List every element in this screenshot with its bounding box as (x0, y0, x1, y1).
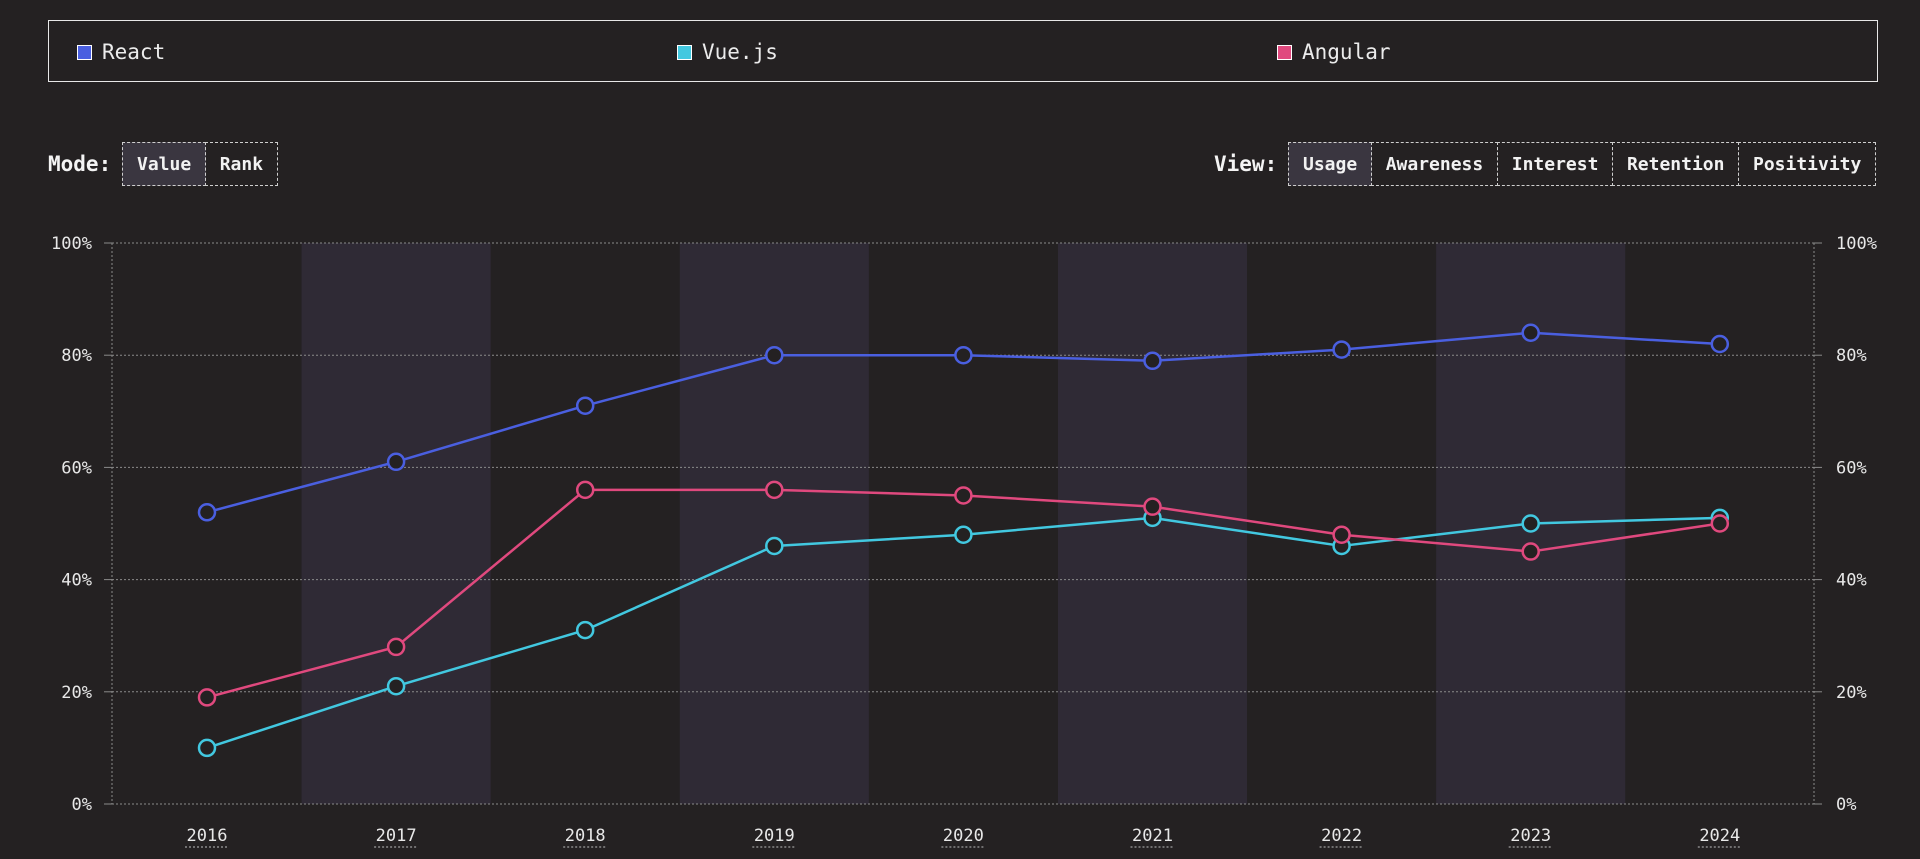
data-point-react (386, 452, 406, 472)
data-point-angular (386, 637, 406, 657)
data-point-angular (954, 486, 973, 505)
legend-swatch (677, 44, 692, 60)
data-point-angular (197, 688, 217, 707)
x-tick-label: 2017 (376, 826, 417, 846)
x-tick-label: 2021 (1132, 826, 1173, 846)
view-option-usage[interactable]: Usage (1288, 142, 1373, 186)
view-option-interest[interactable]: Interest (1496, 142, 1614, 186)
data-point-react (1332, 340, 1351, 359)
x-tick-label: 2018 (565, 826, 606, 846)
data-point-react (197, 503, 217, 522)
y-tick-label-left: 0% (72, 795, 92, 815)
legend-item-angular[interactable]: Angular (1277, 21, 1391, 83)
data-point-angular (1521, 542, 1540, 561)
view-option-awareness[interactable]: Awareness (1370, 142, 1499, 186)
view-option-positivity[interactable]: Positivity (1737, 142, 1877, 186)
y-tick-label-right: 80% (1836, 346, 1867, 366)
legend-swatch (77, 44, 92, 60)
y-tick-label-right: 20% (1836, 683, 1867, 703)
data-point-vue-js (954, 525, 973, 544)
y-tick-label-left: 100% (51, 234, 92, 254)
data-point-angular (1143, 497, 1162, 516)
y-tick-label-left: 60% (61, 458, 92, 478)
y-tick-label-right: 60% (1836, 458, 1867, 478)
data-point-angular (1332, 525, 1351, 544)
data-point-react (1143, 351, 1162, 371)
y-tick-label-right: 0% (1836, 795, 1856, 815)
y-tick-label-left: 40% (61, 571, 92, 591)
mode-label: Mode: (48, 152, 112, 176)
data-point-vue-js (386, 676, 406, 696)
mode-option-rank[interactable]: Rank (204, 142, 279, 186)
data-point-vue-js (575, 620, 595, 640)
legend-label: Angular (1302, 40, 1391, 64)
data-point-vue-js (197, 738, 217, 758)
legend: React Vue.js Angular (48, 20, 1878, 82)
y-tick-label-left: 20% (61, 683, 92, 703)
y-tick-label-right: 100% (1836, 234, 1877, 254)
y-tick-label-right: 40% (1836, 571, 1867, 591)
y-tick-label-left: 80% (61, 346, 92, 366)
data-point-angular (765, 480, 784, 500)
x-tick-label: 2019 (754, 826, 795, 846)
column-band (679, 243, 869, 804)
x-tick-label: 2020 (943, 826, 984, 846)
mode-option-value[interactable]: Value (122, 142, 207, 186)
column-band (301, 243, 491, 804)
data-point-react (1710, 334, 1730, 354)
legend-item-vue-js[interactable]: Vue.js (677, 21, 778, 83)
x-tick-label: 2024 (1699, 826, 1740, 846)
x-tick-label: 2022 (1321, 826, 1362, 846)
data-point-react (954, 345, 973, 365)
mode-toggle: Value Rank (122, 142, 279, 186)
data-point-vue-js (765, 536, 784, 556)
legend-label: React (102, 40, 166, 64)
data-point-angular (1710, 514, 1730, 533)
x-tick-label: 2016 (187, 826, 228, 846)
legend-item-react[interactable]: React (77, 21, 165, 83)
data-point-react (575, 396, 595, 415)
view-label: View: (1214, 152, 1278, 176)
data-point-react (1521, 323, 1540, 343)
legend-swatch (1277, 44, 1292, 60)
data-point-vue-js (1521, 514, 1540, 533)
data-point-react (765, 345, 784, 365)
view-toggle: Usage Awareness Interest Retention Positivit… (1288, 142, 1877, 186)
x-tick-label: 2023 (1510, 826, 1551, 846)
legend-label: Vue.js (702, 40, 778, 64)
data-point-angular (575, 480, 595, 500)
